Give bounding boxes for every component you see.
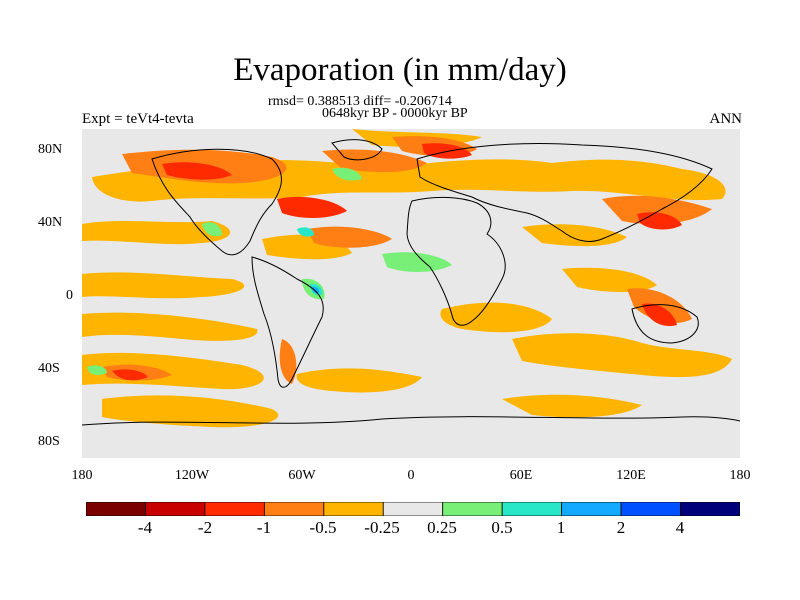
lat-tick-label: 0 bbox=[66, 288, 73, 303]
experiment-label: Expt = teVt4-tevta bbox=[82, 111, 194, 127]
orange-anomaly-regions bbox=[82, 129, 732, 428]
lon-tick-label: 180 bbox=[729, 468, 751, 483]
positive-anomaly-regions bbox=[87, 167, 452, 375]
colorbar-swatch bbox=[145, 502, 206, 516]
colorbar-swatch bbox=[86, 502, 146, 516]
lon-tick-label: 60W bbox=[288, 468, 316, 483]
lat-tick-label: 40N bbox=[38, 215, 63, 230]
colorbar bbox=[86, 502, 740, 516]
lat-tick-label: 40S bbox=[38, 361, 60, 376]
lon-tick-label: 120E bbox=[616, 468, 646, 483]
colorbar-label: -0.5 bbox=[309, 518, 337, 537]
colorbar-swatch bbox=[323, 502, 384, 516]
colorbar-swatch bbox=[680, 502, 740, 516]
colorbar-swatch bbox=[561, 502, 622, 516]
lon-tick-label: 0 bbox=[407, 468, 415, 483]
lon-tick-label: 60E bbox=[509, 468, 533, 483]
stats-text: rmsd= 0.388513 diff= -0.206714 bbox=[268, 94, 452, 109]
colorbar-label: 1 bbox=[556, 518, 566, 537]
colorbar-label: -4 bbox=[137, 518, 153, 537]
colorbar-labels: -4 -2 -1 -0.5 -0.25 0.25 0.5 1 2 4 bbox=[0, 518, 800, 542]
colorbar-swatch bbox=[501, 502, 563, 516]
colorbar-label: 4 bbox=[675, 518, 685, 537]
lon-tick-label: 120W bbox=[174, 468, 210, 483]
lat-tick-label: 80S bbox=[38, 434, 60, 449]
colorbar-swatch bbox=[620, 502, 681, 516]
colorbar-label: 2 bbox=[616, 518, 626, 537]
colorbar-label: -2 bbox=[197, 518, 213, 537]
figure-title: Evaporation (in mm/day) bbox=[233, 52, 567, 88]
colorbar-swatch bbox=[263, 502, 325, 516]
evaporation-map bbox=[82, 129, 740, 458]
colorbar-label: 0.5 bbox=[491, 518, 513, 537]
colorbar-label: -0.25 bbox=[364, 518, 400, 537]
colorbar-swatch bbox=[382, 502, 444, 516]
red-anomaly-regions bbox=[112, 143, 682, 381]
season-label: ANN bbox=[709, 111, 743, 127]
period-text: 0648kyr BP - 0000kyr BP bbox=[322, 106, 468, 121]
lat-tick-label: 80N bbox=[38, 142, 63, 157]
colorbar-swatch bbox=[442, 502, 503, 516]
colorbar-swatch bbox=[204, 502, 265, 516]
colorbar-label: 0.25 bbox=[427, 518, 457, 537]
lon-tick-label: 180 bbox=[71, 468, 93, 483]
colorbar-label: -1 bbox=[256, 518, 272, 537]
coastlines bbox=[82, 139, 740, 426]
